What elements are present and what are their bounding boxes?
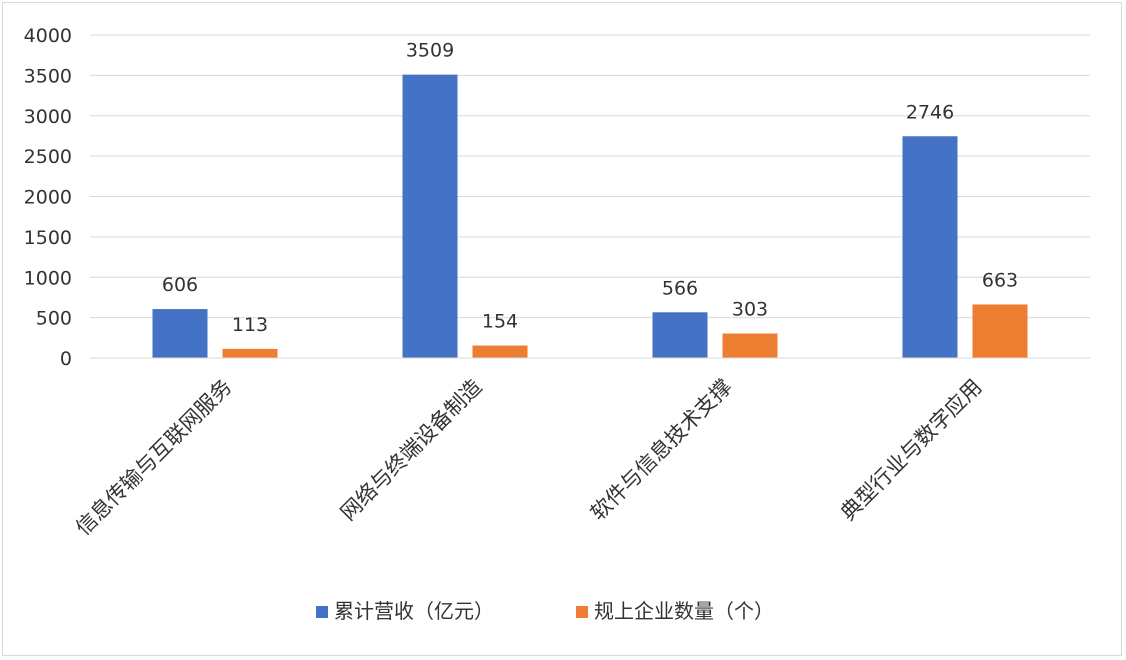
bar-enterprises (472, 345, 528, 358)
legend-label: 累计营收（亿元） (334, 599, 494, 623)
bar-enterprises (722, 333, 778, 358)
bar-revenue (152, 309, 208, 358)
x-category-label: 信息传输与互联网服务 (71, 375, 236, 540)
bar-revenue (652, 312, 708, 358)
y-tick-label: 1500 (24, 227, 72, 249)
data-label: 3509 (406, 40, 454, 62)
x-category-label: 网络与终端设备制造 (336, 375, 487, 526)
legend-swatch (316, 606, 328, 618)
y-tick-label: 1000 (24, 267, 72, 289)
bar-revenue (902, 136, 958, 358)
data-label: 663 (982, 269, 1018, 291)
y-tick-label: 2500 (24, 146, 72, 168)
y-tick-label: 3500 (24, 65, 72, 87)
legend-swatch (576, 606, 588, 618)
data-label: 154 (482, 311, 518, 333)
bar-revenue (402, 74, 458, 358)
legend-label: 规上企业数量（个） (594, 599, 774, 623)
data-label: 303 (732, 299, 768, 321)
data-label: 2746 (906, 101, 954, 123)
bar-enterprises (972, 304, 1028, 358)
bar-enterprises (222, 348, 278, 358)
data-label: 606 (162, 274, 198, 296)
data-label: 566 (662, 277, 698, 299)
x-category-label: 典型行业与数字应用 (836, 375, 987, 526)
y-tick-label: 2000 (24, 187, 72, 209)
y-tick-label: 3000 (24, 106, 72, 128)
y-tick-label: 500 (36, 308, 72, 330)
data-label: 113 (232, 314, 268, 336)
y-tick-label: 0 (60, 348, 72, 370)
x-category-label: 软件与信息技术支撑 (586, 375, 737, 526)
y-tick-label: 4000 (24, 25, 72, 47)
